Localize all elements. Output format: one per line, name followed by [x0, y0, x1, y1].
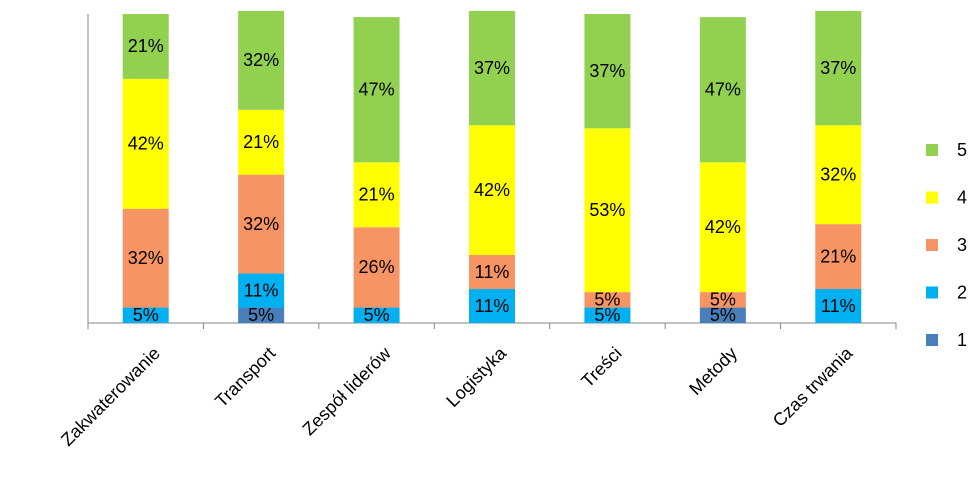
data-label: 42% [474, 180, 510, 200]
data-label: 42% [128, 134, 164, 154]
data-label: 32% [820, 164, 856, 184]
bar-segment [699, 17, 746, 163]
data-label: 5% [248, 305, 274, 325]
bar-segment [699, 292, 746, 308]
legend-swatch [926, 144, 938, 156]
x-tick-label: Zakwaterowanie [57, 343, 164, 450]
bar-segment [469, 125, 515, 256]
bar-segment [815, 224, 862, 290]
bar-segment [353, 227, 400, 308]
x-tick-label: Logistyka [442, 342, 511, 411]
legend-label: 4 [957, 187, 967, 207]
bar-segment [584, 307, 631, 323]
data-label: 11% [821, 296, 856, 316]
data-label: 5% [594, 290, 620, 310]
x-tick-label: Transport [211, 343, 279, 411]
data-label: 37% [474, 58, 510, 78]
bar-segment [122, 208, 169, 308]
bar-segment [122, 78, 169, 209]
legend-swatch [926, 191, 938, 204]
bar-segment [815, 289, 862, 323]
bar-segment [815, 10, 862, 126]
x-tick-label: Treści [577, 343, 625, 391]
data-label: 47% [705, 79, 741, 99]
x-tick-label: Zespół liderów [299, 342, 396, 439]
bar-segment [353, 307, 400, 323]
data-label: 5% [364, 305, 390, 325]
bar-segment [699, 162, 746, 293]
legend-swatch [926, 286, 938, 299]
data-label: 26% [359, 257, 395, 277]
bar-segment [353, 17, 400, 163]
bar-segment [469, 255, 515, 290]
legend-swatch [926, 239, 938, 251]
data-label: 5% [710, 305, 736, 325]
bar-segment [584, 292, 631, 308]
data-label: 47% [359, 79, 395, 99]
bar-segment [584, 14, 631, 129]
data-label: 32% [243, 214, 279, 234]
bar-segment [238, 109, 285, 175]
data-label: 42% [705, 217, 741, 237]
data-label: 5% [133, 305, 159, 325]
x-tick-label: Czas trwania [769, 342, 857, 430]
bar-segment [238, 10, 285, 110]
bar-segment [584, 128, 631, 293]
data-label: 11% [475, 262, 510, 282]
legend-label: 2 [957, 282, 967, 302]
legend-label: 3 [957, 235, 967, 255]
data-label: 21% [820, 246, 856, 266]
legend-swatch [926, 334, 938, 346]
data-label: 5% [594, 305, 620, 325]
data-label: 37% [820, 58, 856, 78]
bar-segment [122, 14, 169, 79]
bar-segment [238, 273, 285, 308]
data-label: 11% [244, 280, 279, 300]
data-label: 21% [243, 132, 279, 152]
bar-segment [469, 10, 515, 126]
data-label: 11% [475, 296, 510, 316]
legend-label: 1 [957, 330, 967, 350]
data-label: 53% [589, 200, 625, 220]
bar-segment [699, 307, 746, 323]
data-label: 21% [128, 36, 164, 56]
data-label: 37% [589, 61, 625, 81]
legend-label: 5 [957, 140, 967, 160]
bar-segment [815, 125, 862, 225]
bar-segment [238, 174, 285, 274]
x-tick-label: Metody [685, 343, 741, 399]
data-label: 21% [359, 185, 395, 205]
bar-segment [238, 307, 285, 323]
bar-segment [122, 307, 169, 323]
data-label: 32% [128, 248, 164, 268]
bar-segment [353, 162, 400, 228]
bar-segment [469, 289, 515, 323]
data-label: 5% [710, 290, 736, 310]
data-label: 32% [243, 50, 279, 70]
